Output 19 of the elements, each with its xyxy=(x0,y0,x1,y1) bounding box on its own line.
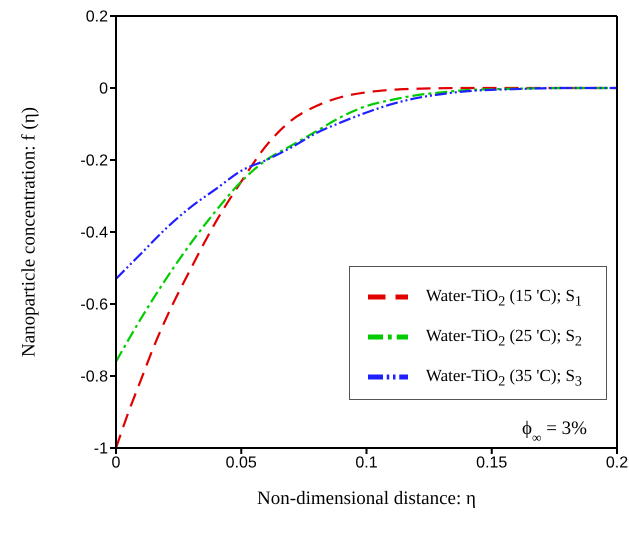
line-series xyxy=(116,86,617,280)
x-axis-title: Non-dimensional distance: η xyxy=(257,488,476,509)
legend-label: Water-TiO$_{2}$ (35 'C); S$_{3}$ xyxy=(426,366,582,390)
x-tick-label: 0.2 xyxy=(606,454,628,472)
y-tick-label: 0.2 xyxy=(86,8,108,26)
legend-label: Water-TiO$_{2}$ (15 'C); S$_{1}$ xyxy=(426,286,582,310)
y-tick-label: -0.2 xyxy=(80,152,108,170)
y-tick-label: 0 xyxy=(99,80,108,98)
x-tick-label: 0.1 xyxy=(355,454,378,472)
annotation: ϕ$_{∞}$ = 3% xyxy=(522,418,588,444)
y-axis-title: Nanoparticle concentration: f (η) xyxy=(18,107,40,357)
x-tick-label: 0.05 xyxy=(226,454,257,472)
legend-label: Water-TiO$_{2}$ (25 'C); S$_{2}$ xyxy=(426,326,582,350)
x-tick-label: 0.15 xyxy=(476,454,508,472)
x-tick-label: 0 xyxy=(112,454,121,472)
y-tick-label: -1 xyxy=(94,440,108,458)
y-tick-label: -0.4 xyxy=(80,224,108,242)
y-tick-label: -0.8 xyxy=(80,368,108,386)
y-tick-label: -0.6 xyxy=(80,296,108,314)
